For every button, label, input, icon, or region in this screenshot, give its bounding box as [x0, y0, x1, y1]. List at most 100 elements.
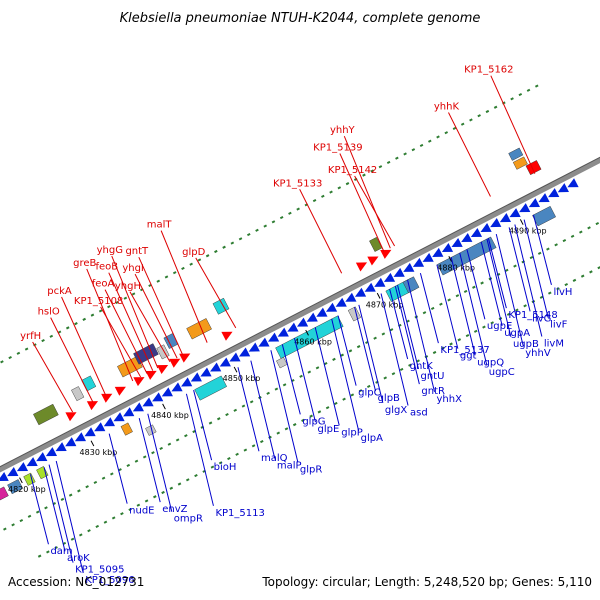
gene-label[interactable]: KP1_5096: [85, 575, 134, 586]
gene-label[interactable]: glpG: [302, 416, 325, 427]
gene-label[interactable]: KP1_5108: [74, 296, 123, 307]
minor-tick-0: [128, 507, 132, 512]
gene-label[interactable]: gntU: [421, 371, 445, 382]
gene-label[interactable]: ggt: [460, 351, 477, 362]
gene-callout-line: [523, 219, 549, 318]
reverse-gene-arrow: [181, 377, 193, 387]
minor-tick-0: [506, 312, 511, 316]
gene-label[interactable]: livM: [544, 338, 564, 349]
minor-tick-2: [510, 97, 514, 101]
gene-label[interactable]: ugpC: [489, 367, 515, 378]
gene-label[interactable]: KP1_5133: [273, 178, 322, 189]
gene-label[interactable]: gntK: [410, 361, 434, 372]
minor-tick-1: [44, 506, 48, 510]
minor-tick-2: [477, 114, 481, 118]
gene-callout-line: [354, 306, 377, 392]
gene-label[interactable]: glpP: [341, 427, 363, 438]
gene-label[interactable]: KP1_5142: [328, 165, 377, 176]
gene-label[interactable]: aroK: [67, 553, 90, 564]
reverse-gene-arrow: [548, 188, 560, 198]
gene-block: [33, 403, 59, 426]
gene-label[interactable]: ompR: [174, 514, 203, 525]
gene-label[interactable]: feoB: [95, 262, 118, 273]
gene-block: [71, 386, 85, 402]
gene-label[interactable]: ugpB: [513, 339, 539, 350]
minor-tick-0: [95, 524, 100, 529]
gene-label[interactable]: pckA: [47, 286, 72, 297]
minor-tick-2: [337, 186, 342, 190]
minor-tick-0: [547, 291, 552, 295]
gene-features: [0, 147, 579, 502]
gene-label[interactable]: glpE: [317, 424, 339, 435]
gene-label[interactable]: KP1_5162: [464, 65, 513, 76]
gene-label[interactable]: yhgI: [122, 263, 144, 274]
gene-label[interactable]: gntR: [421, 386, 445, 397]
gene-label[interactable]: yrfH: [20, 331, 41, 342]
gene-label[interactable]: livF: [550, 320, 567, 331]
gene-label[interactable]: KP1_5113: [215, 508, 264, 519]
gene-label[interactable]: hslO: [38, 307, 60, 318]
minor-tick-2: [370, 169, 374, 173]
reverse-gene-arrow: [142, 397, 154, 407]
gene-label[interactable]: yhgG: [97, 245, 123, 256]
gene-label[interactable]: malT: [147, 220, 173, 231]
minor-tick-0: [70, 537, 75, 541]
reverse-gene-arrow: [345, 292, 357, 302]
gene-label[interactable]: KP1_5137: [440, 345, 489, 356]
gene-callout-line: [138, 418, 161, 503]
reverse-gene-arrow: [470, 227, 483, 238]
gene-label[interactable]: envZ: [162, 504, 187, 515]
reverse-gene-arrow: [441, 242, 454, 252]
gene-label[interactable]: glgX: [385, 405, 407, 416]
gene-label[interactable]: yhhX: [437, 394, 463, 405]
gene-callout-line: [299, 189, 343, 274]
gene-label[interactable]: KP1_5148: [508, 310, 557, 321]
gene-label[interactable]: glpB: [378, 393, 400, 404]
gene-label[interactable]: livH: [553, 287, 572, 298]
gene-label[interactable]: yhgH: [115, 281, 141, 292]
gene-block: [120, 422, 133, 436]
gene-label[interactable]: feoA: [92, 279, 115, 290]
gene-label[interactable]: malP: [277, 461, 302, 472]
gene-label[interactable]: asd: [410, 407, 428, 418]
minor-tick-0: [251, 444, 256, 448]
gene-label[interactable]: greB: [73, 258, 96, 269]
gene-label[interactable]: glpR: [300, 464, 322, 475]
minor-tick-1: [504, 268, 509, 272]
minor-tick-2: [345, 182, 350, 186]
gene-label[interactable]: dam: [50, 546, 72, 557]
gene-callout-line: [508, 227, 531, 312]
minor-tick-1: [27, 514, 32, 518]
gene-label[interactable]: yhhK: [434, 102, 460, 113]
gene-label[interactable]: ugpQ: [477, 357, 504, 368]
gene-label[interactable]: yhhY: [330, 125, 356, 136]
minor-tick-0: [597, 266, 600, 270]
minor-tick-0: [482, 325, 486, 329]
gene-label[interactable]: malQ: [261, 453, 288, 464]
gene-label[interactable]: ugpA: [504, 328, 530, 339]
reverse-gene-arrow: [277, 327, 289, 337]
gene-label[interactable]: yhhV: [525, 348, 551, 359]
minor-tick-0: [227, 456, 231, 461]
gene-label[interactable]: nudE: [129, 506, 154, 517]
gene-label[interactable]: KP1_5139: [313, 143, 362, 154]
minor-tick-2: [0, 360, 4, 364]
reverse-gene-arrow: [354, 287, 367, 297]
gene-label[interactable]: livG: [532, 313, 551, 324]
gene-label[interactable]: gntT: [125, 246, 149, 257]
gene-block: [347, 306, 362, 322]
gene-label[interactable]: glpC: [358, 388, 380, 399]
minor-tick-0: [383, 376, 388, 380]
minor-tick-2: [436, 135, 440, 139]
gene-callout-line: [448, 112, 491, 197]
minor-tick-2: [485, 109, 490, 114]
gene-label[interactable]: ugpE: [487, 321, 512, 332]
minor-tick-0: [317, 410, 322, 414]
gene-label[interactable]: glpD: [182, 247, 205, 258]
minor-tick-0: [78, 533, 83, 537]
scale-tick-label: 4820 kbp: [8, 485, 46, 494]
gene-label[interactable]: KP1_5095: [75, 565, 124, 576]
gene-label[interactable]: bioH: [214, 462, 237, 473]
gene-label[interactable]: glpA: [361, 433, 383, 444]
